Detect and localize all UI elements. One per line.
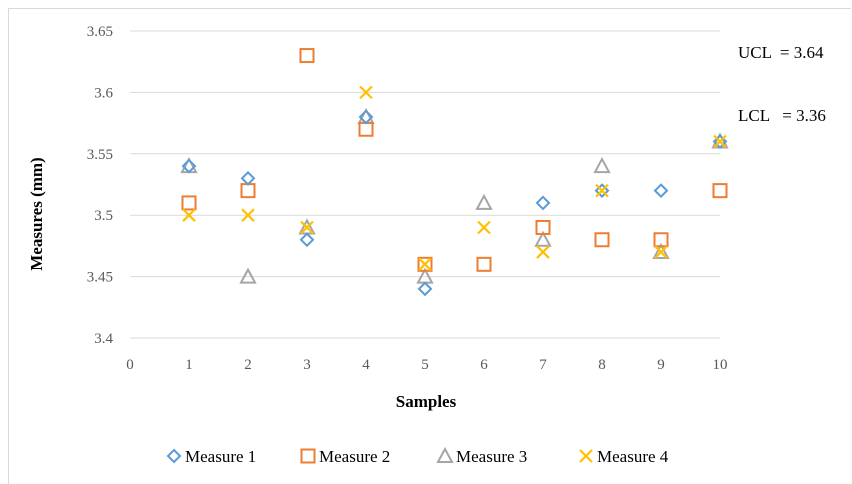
legend-marker-3 — [436, 446, 454, 463]
point-measure-1 — [417, 281, 433, 297]
point-measure-3 — [534, 230, 552, 247]
point-measure-2 — [476, 256, 492, 272]
lcl-annotation: LCL = 3.36 — [738, 106, 826, 125]
point-measure-2 — [594, 232, 610, 248]
legend-marker-4 — [579, 449, 593, 463]
point-measure-3 — [652, 242, 670, 260]
x-tick-label: 0 — [126, 357, 134, 373]
x-tick-label: 5 — [421, 357, 429, 373]
point-measure-4 — [477, 220, 491, 235]
point-measure-3 — [593, 156, 611, 174]
x-tick-label: 2 — [244, 357, 252, 373]
x-tick-label: 6 — [480, 357, 488, 373]
point-measure-1 — [535, 195, 551, 211]
legend: Measure 1 Measure 2 Measure 3 Measure 4 — [166, 446, 669, 466]
y-tick-label: 3.5 — [94, 208, 113, 224]
point-measure-1 — [653, 183, 669, 199]
point-measure-2 — [712, 183, 728, 199]
x-axis-title: Samples — [396, 392, 457, 411]
data-points — [180, 48, 729, 297]
point-measure-4 — [241, 208, 255, 222]
point-measure-1 — [358, 109, 374, 125]
point-measure-4 — [182, 208, 196, 222]
point-measure-3 — [239, 267, 257, 284]
point-measure-1 — [299, 232, 315, 248]
x-tick-label: 8 — [598, 357, 606, 373]
point-measure-1 — [240, 170, 256, 186]
y-axis-ticks: 3.4 3.45 3.5 3.55 3.6 3.65 — [87, 24, 114, 347]
point-measure-2 — [240, 183, 256, 199]
point-measure-1 — [594, 183, 610, 199]
y-tick-label: 3.65 — [87, 24, 113, 40]
legend-label: Measure 4 — [597, 447, 669, 466]
ucl-annotation: UCL = 3.64 — [738, 43, 824, 62]
point-measure-3 — [475, 193, 493, 210]
point-measure-2 — [653, 232, 669, 248]
x-tick-label: 9 — [657, 357, 665, 373]
y-tick-label: 3.55 — [87, 147, 113, 163]
point-measure-4 — [595, 183, 609, 198]
point-measure-2 — [299, 48, 315, 64]
legend-label: Measure 3 — [456, 447, 527, 466]
point-measure-2 — [417, 256, 433, 272]
x-tick-label: 7 — [539, 357, 547, 373]
y-tick-label: 3.6 — [94, 85, 113, 101]
x-tick-label: 10 — [713, 357, 728, 373]
x-tick-label: 4 — [362, 357, 370, 373]
y-axis-title: Measures (mm) — [27, 157, 46, 270]
point-measure-2 — [181, 195, 197, 211]
point-measure-2 — [358, 121, 374, 137]
x-tick-label: 1 — [185, 357, 193, 373]
x-axis-ticks: 0 1 2 3 4 5 6 7 8 9 10 — [126, 357, 727, 373]
y-tick-label: 3.4 — [94, 331, 113, 347]
point-measure-4 — [713, 134, 727, 149]
y-tick-label: 3.45 — [87, 270, 113, 286]
legend-marker-1 — [166, 448, 182, 464]
point-measure-4 — [418, 257, 432, 272]
point-measure-4 — [359, 85, 373, 100]
point-measure-2 — [535, 219, 551, 235]
x-tick-label: 3 — [303, 357, 311, 373]
point-measure-4 — [654, 245, 668, 259]
gridlines — [130, 30, 720, 339]
point-measure-1 — [712, 134, 728, 149]
point-measure-4 — [300, 220, 314, 235]
legend-label: Measure 1 — [185, 447, 256, 466]
point-measure-4 — [536, 245, 550, 259]
legend-marker-2 — [300, 448, 316, 464]
legend-label: Measure 2 — [319, 447, 390, 466]
point-measure-1 — [181, 158, 197, 174]
chart-frame — [8, 8, 851, 484]
